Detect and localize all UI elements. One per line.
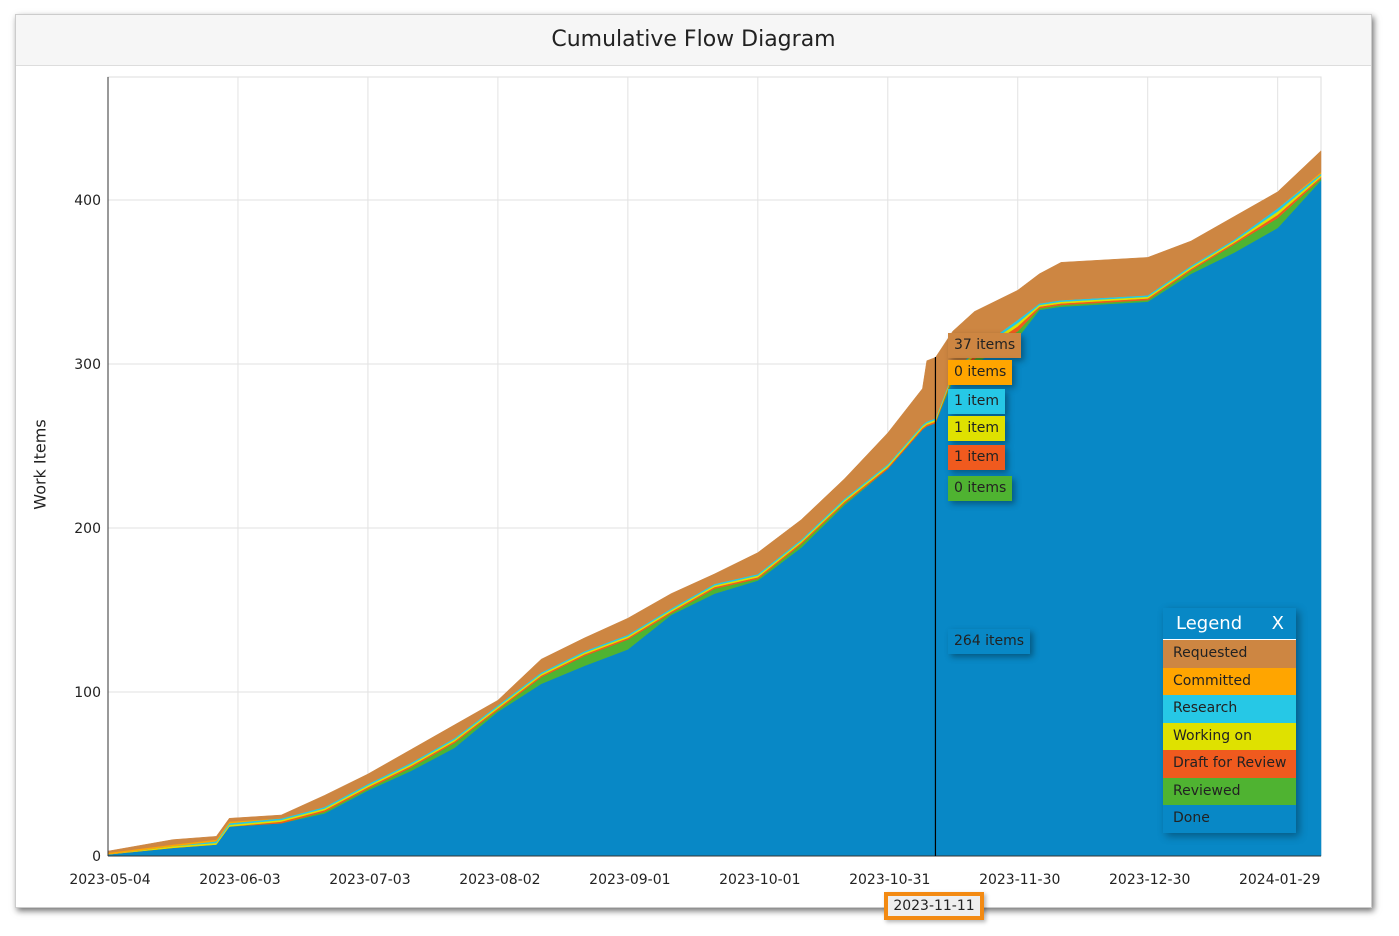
area-requested (107, 150, 1322, 854)
x-tick-label: 2024-01-29 (1239, 872, 1320, 888)
legend-item-reviewed[interactable]: Reviewed (1163, 777, 1296, 805)
x-tick-label: 2023-10-31 (849, 872, 930, 888)
x-tick-label: 2023-08-02 (459, 872, 540, 888)
tooltip-done: 264 items (948, 629, 1031, 654)
tooltip-working-on: 1 item (948, 416, 1005, 441)
legend-item-done[interactable]: Done (1163, 805, 1296, 833)
chart-title: Cumulative Flow Diagram (16, 15, 1371, 66)
tooltip-requested: 37 items (948, 333, 1022, 358)
x-tick-label: 2023-12-30 (1109, 872, 1190, 888)
x-tick-label: 2023-09-01 (589, 872, 670, 888)
x-tick-label: 2023-06-03 (199, 872, 280, 888)
y-tick-label: 100 (74, 685, 101, 701)
y-tick-label: 200 (74, 521, 101, 537)
legend-title: Legend (1176, 613, 1243, 634)
y-tick-label: 400 (74, 193, 101, 209)
x-tick-label: 2023-10-01 (719, 872, 800, 888)
x-tick-label: 2023-07-03 (329, 872, 410, 888)
legend-item-research[interactable]: Research (1163, 695, 1296, 723)
y-axis-title: Work Items (30, 419, 50, 510)
tooltip-committed: 0 items (948, 360, 1013, 385)
tooltip-research: 1 item (948, 389, 1005, 414)
cursor-date-label: 2023-11-11 (884, 892, 984, 920)
tooltip-draft-for-review: 1 item (948, 445, 1005, 470)
legend-item-requested[interactable]: Requested (1163, 640, 1296, 668)
legend-header: Legend X (1163, 608, 1296, 640)
y-tick-label: 300 (74, 357, 101, 373)
legend-close-button[interactable]: X (1271, 613, 1284, 634)
legend-item-draft-for-review[interactable]: Draft for Review (1163, 750, 1296, 778)
x-tick-label: 2023-05-04 (69, 872, 150, 888)
legend-item-working-on[interactable]: Working on (1163, 722, 1296, 750)
legend: Legend X Requested Committed Research Worki… (1163, 608, 1296, 833)
legend-item-committed[interactable]: Committed (1163, 667, 1296, 695)
y-tick-label: 0 (92, 849, 101, 865)
tooltip-reviewed: 0 items (948, 476, 1013, 501)
x-tick-label: 2023-11-30 (979, 872, 1060, 888)
